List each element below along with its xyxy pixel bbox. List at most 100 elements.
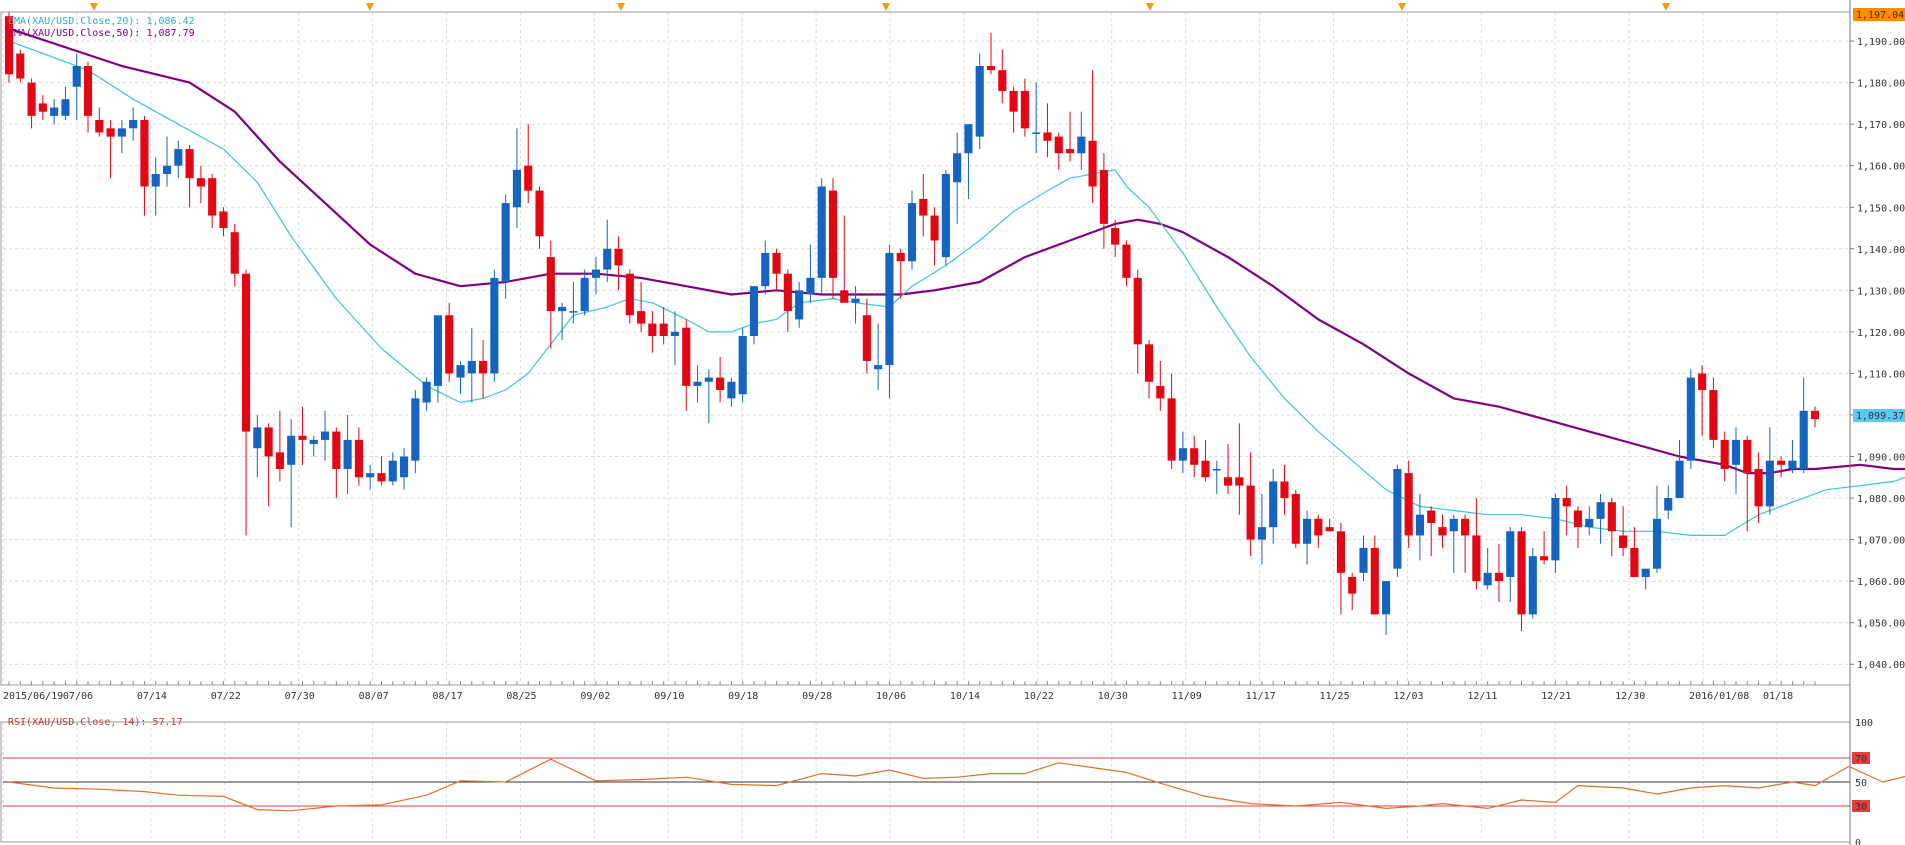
candle-body xyxy=(874,365,883,370)
high-price-badge xyxy=(1853,8,1905,21)
x-tick-label: 11/17 xyxy=(1246,691,1276,702)
candle-body xyxy=(1144,344,1154,382)
last-price-badge xyxy=(1853,409,1905,422)
candle-body xyxy=(795,290,804,320)
x-tick-label: 09/10 xyxy=(654,691,684,702)
ema20-line xyxy=(8,40,1905,536)
candle-body xyxy=(1190,448,1199,465)
candle-body xyxy=(693,381,702,386)
candle-body xyxy=(264,427,273,457)
candle-body xyxy=(1461,518,1470,536)
candle-body xyxy=(727,381,736,399)
x-tick-label: 12/11 xyxy=(1467,691,1497,702)
candle-body xyxy=(524,165,533,191)
candle-body xyxy=(309,439,318,445)
candle-body xyxy=(1686,377,1695,461)
rsi-level-badge xyxy=(1852,752,1870,764)
candle-body xyxy=(558,306,567,312)
y-tick-label: 1,070.00 xyxy=(1857,536,1905,547)
candle-body xyxy=(399,456,409,478)
candle-body xyxy=(208,178,217,216)
candle-body xyxy=(1641,568,1650,577)
candle-body xyxy=(354,439,363,478)
x-tick-label: 08/07 xyxy=(359,691,389,702)
candle-body xyxy=(241,273,251,432)
y-tick-label: 1,190.00 xyxy=(1857,37,1905,48)
candle-body xyxy=(851,298,860,303)
candle-body xyxy=(72,66,81,87)
candle-body xyxy=(546,257,555,312)
candle-body xyxy=(1291,493,1300,544)
candle-body xyxy=(1731,439,1741,465)
candle-body xyxy=(1619,535,1628,548)
candle-body xyxy=(411,398,420,461)
candle-body xyxy=(1359,547,1368,573)
candle-body xyxy=(1269,481,1278,528)
candle-body xyxy=(1483,572,1492,586)
candle-body xyxy=(490,277,499,374)
event-marker-icon[interactable] xyxy=(882,3,890,11)
candle-body xyxy=(682,327,691,386)
candle-body xyxy=(1551,498,1560,561)
rsi-tick-label: 0 xyxy=(1855,838,1861,845)
event-marker-icon[interactable] xyxy=(366,3,374,11)
x-tick-label: 11/09 xyxy=(1172,691,1202,702)
rsi-tick-label: 70 xyxy=(1855,754,1867,765)
candle-body xyxy=(1664,498,1673,511)
ema20-legend: EMA(XAU/USD.Close,20): 1,086.42 xyxy=(8,16,195,27)
candle-layer xyxy=(4,12,1820,636)
event-marker-icon[interactable] xyxy=(617,3,625,11)
candle-body xyxy=(1562,498,1571,507)
candle-body xyxy=(151,174,160,187)
x-tick-label: 09/02 xyxy=(580,691,610,702)
event-marker-icon[interactable] xyxy=(1146,3,1154,11)
candle-body xyxy=(1596,502,1605,519)
candle-body xyxy=(162,165,172,175)
candle-body xyxy=(95,120,104,133)
candle-body xyxy=(1088,140,1097,187)
y-tick-label: 1,150.00 xyxy=(1857,203,1905,214)
candle-body xyxy=(1743,439,1752,474)
candle-body xyxy=(479,360,488,374)
candle-body xyxy=(614,248,623,266)
candle-body xyxy=(38,103,47,112)
x-tick-label: 12/03 xyxy=(1393,691,1423,702)
candle-body xyxy=(862,315,871,361)
candle-body xyxy=(1348,576,1357,594)
candle-body xyxy=(140,120,149,187)
candle-body xyxy=(253,427,262,449)
candle-body xyxy=(885,252,894,366)
candle-body xyxy=(964,124,973,154)
event-marker-icon[interactable] xyxy=(90,3,98,11)
candle-body xyxy=(1020,90,1029,129)
candle-body xyxy=(930,215,939,241)
candle-body xyxy=(975,66,984,137)
event-marker-icon[interactable] xyxy=(1662,3,1670,11)
x-tick-label: 10/22 xyxy=(1024,691,1054,702)
candle-body xyxy=(1652,518,1662,569)
candle-body xyxy=(106,128,115,137)
candle-body xyxy=(422,381,431,403)
candle-body xyxy=(1156,385,1165,399)
y-tick-label: 1,090.00 xyxy=(1857,453,1905,464)
candle-body xyxy=(1223,477,1233,486)
candle-body xyxy=(907,203,917,262)
candle-body xyxy=(704,377,713,382)
candle-body xyxy=(625,273,634,316)
candle-body xyxy=(783,273,792,312)
x-tick-label: 07/06 xyxy=(63,691,93,702)
candle-body xyxy=(648,323,657,337)
candle-body xyxy=(320,431,330,440)
candle-body xyxy=(1212,468,1221,471)
candle-body xyxy=(1540,556,1549,561)
candle-body xyxy=(275,452,284,469)
candle-body xyxy=(16,53,25,79)
candle-body xyxy=(1133,277,1142,345)
candle-body xyxy=(1472,535,1481,582)
candle-body xyxy=(1246,485,1255,540)
event-marker-icon[interactable] xyxy=(1398,3,1406,11)
candle-body xyxy=(433,315,442,386)
candle-body xyxy=(828,190,838,278)
candle-body xyxy=(1077,136,1086,154)
candle-body xyxy=(129,120,138,129)
